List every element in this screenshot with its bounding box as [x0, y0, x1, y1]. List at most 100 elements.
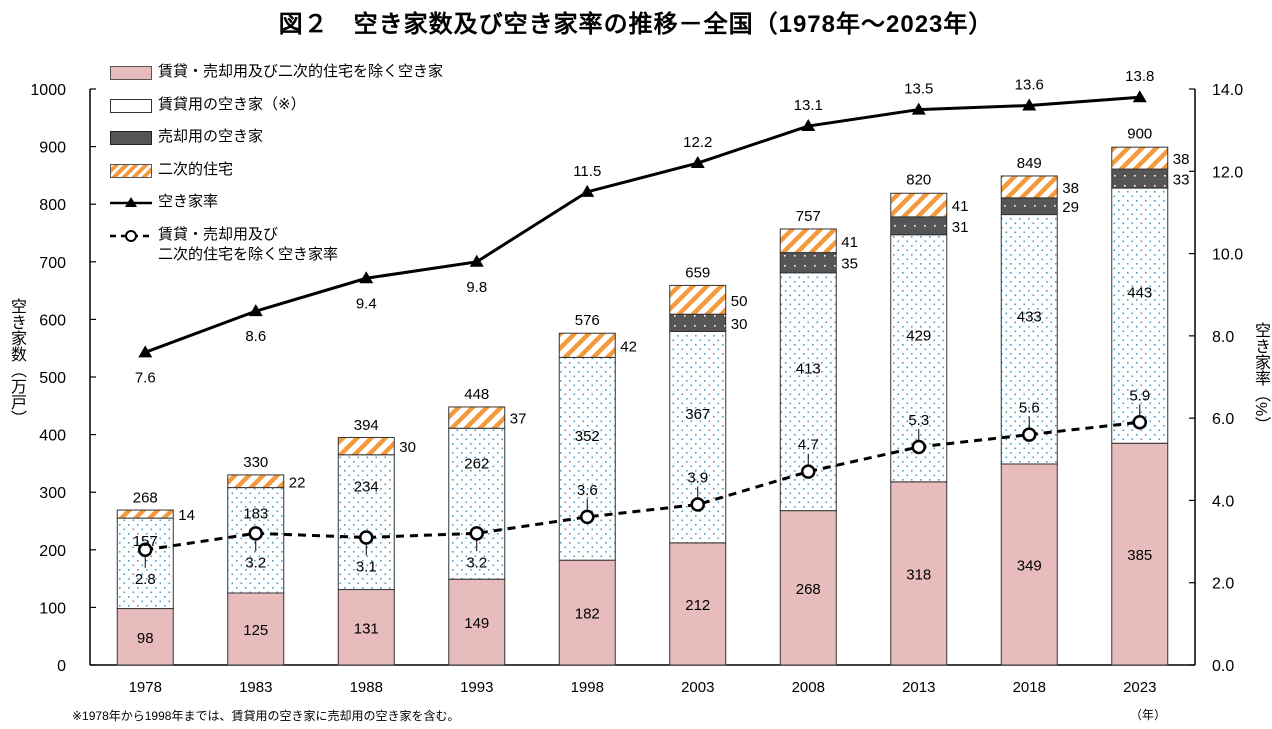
bar-label-rental: 183	[243, 506, 268, 523]
bar-label-secondary: 42	[620, 338, 637, 355]
x-tick-label: 1998	[571, 679, 604, 696]
y-left-tick-label: 200	[39, 543, 66, 560]
x-tick-label: 2013	[902, 679, 935, 696]
bar-rental	[337, 454, 395, 591]
y-left-tick-label: 300	[39, 485, 66, 502]
bar-label-for-sale: 29	[1062, 199, 1079, 216]
bar-secondary	[448, 406, 506, 429]
vacancy-rate-label: 13.1	[794, 97, 823, 114]
y-right-tick-label: 4.0	[1212, 493, 1234, 510]
y-right-tick-label: 0.0	[1212, 658, 1234, 675]
bar-label-secondary: 38	[1062, 180, 1079, 197]
triangle-marker	[359, 271, 374, 284]
bar-secondary	[669, 284, 727, 315]
bar-label-other-vacant: 318	[906, 566, 931, 583]
circle-marker	[1022, 427, 1037, 442]
bar-label-for-sale: 35	[841, 256, 858, 273]
circle-marker	[469, 526, 484, 541]
bar-label-secondary: 22	[289, 474, 306, 491]
legend-swatch-dotted	[110, 98, 152, 113]
bar-label-secondary: 41	[952, 198, 969, 215]
bar-label-secondary: 41	[841, 234, 858, 251]
vacancy-rate-label: 11.5	[573, 163, 601, 180]
y-right-tick-label: 12.0	[1212, 164, 1243, 181]
bar-secondary	[1111, 146, 1169, 170]
bar-rental	[448, 427, 506, 580]
legend-label: 二次的住宅	[158, 160, 234, 178]
legend-label: 賃貸用の空き家（※）	[158, 95, 306, 113]
bar-total-label: 900	[1127, 126, 1152, 143]
y-right-tick-label: 6.0	[1212, 411, 1234, 428]
bar-rental	[558, 356, 616, 561]
bar-label-rental: 429	[906, 327, 931, 344]
other-vacancy-rate-label: 3.9	[687, 470, 708, 487]
bar-other-vacant	[448, 578, 506, 666]
bar-label-secondary: 37	[510, 411, 527, 428]
legend-swatch-pink	[110, 66, 152, 80]
circle-marker	[1132, 415, 1147, 430]
triangle-marker	[690, 156, 705, 169]
footnote: ※1978年から1998年までは、賃貸用の空き家に売却用の空き家を含む。	[72, 709, 460, 723]
vacancy-rate-label: 9.8	[466, 279, 487, 296]
line-vacancy-rate	[144, 95, 1140, 354]
triangle-marker	[138, 345, 153, 358]
circle-marker	[248, 526, 263, 541]
legend-item-vacancy-rate: 空き家率	[110, 192, 443, 225]
bar-label-secondary: 50	[731, 293, 748, 310]
bar-label-other-vacant: 182	[575, 606, 600, 623]
y-left-tick-label: 400	[39, 428, 66, 445]
bar-total-label: 268	[133, 490, 158, 507]
legend-item-other-rate: 賃貸・売却用及び 二次的住宅を除く空き家率	[110, 225, 443, 263]
bar-for-sale	[779, 252, 837, 274]
bar-secondary	[558, 332, 616, 358]
bar-secondary	[337, 436, 395, 456]
bar-label-secondary: 14	[178, 507, 195, 524]
bar-label-rental: 367	[685, 406, 710, 423]
other-vacancy-rate-label: 3.6	[577, 482, 598, 499]
legend-triangle-line-icon	[110, 197, 152, 207]
vacancy-rate-label: 13.5	[904, 81, 933, 98]
bar-other-vacant	[227, 592, 285, 666]
x-tick-label: 1983	[239, 679, 272, 696]
y-axis-left-label: 空き家数（万戸）	[8, 298, 25, 426]
y-axis-right-label: 空き家率（%）	[1252, 322, 1269, 433]
bar-label-other-vacant: 212	[685, 597, 710, 614]
x-tick-label: 1993	[460, 679, 493, 696]
bar-secondary	[890, 192, 948, 218]
legend-label: 賃貸・売却用及び 二次的住宅を除く空き家率	[158, 225, 338, 265]
bar-label-other-vacant: 268	[796, 581, 821, 598]
y-left-tick-label: 500	[39, 370, 66, 387]
bar-label-other-vacant: 349	[1017, 557, 1042, 574]
other-vacancy-rate-label: 2.8	[135, 571, 156, 588]
bar-total-label: 330	[243, 454, 268, 471]
vacancy-rate-label: 8.6	[245, 328, 266, 345]
circle-marker	[359, 530, 374, 545]
bar-total-label: 820	[906, 172, 931, 189]
vacancy-rate-label: 12.2	[683, 134, 712, 151]
bar-for-sale	[1000, 197, 1058, 216]
bar-other-vacant	[337, 589, 395, 666]
legend-item-other-vacant: 賃貸・売却用及び二次的住宅を除く空き家	[110, 62, 443, 95]
bar-label-rental: 157	[133, 533, 158, 550]
bar-label-other-vacant: 385	[1127, 547, 1152, 564]
triangle-marker	[801, 119, 816, 132]
legend-item-rental: 賃貸用の空き家（※）	[110, 95, 443, 128]
y-right-tick-label: 2.0	[1212, 576, 1234, 593]
bar-total-label: 659	[685, 264, 710, 281]
triangle-marker	[1022, 98, 1037, 111]
y-left-tick-label: 700	[39, 255, 66, 272]
x-tick-label: 2023	[1123, 679, 1156, 696]
x-tick-label: 2003	[681, 679, 714, 696]
bar-label-other-vacant: 149	[464, 615, 489, 632]
x-tick-label: 2008	[792, 679, 825, 696]
vacancy-rate-label: 7.6	[135, 369, 156, 386]
y-left-tick-label: 100	[39, 600, 66, 617]
bar-for-sale	[890, 216, 948, 236]
triangle-marker	[911, 102, 926, 115]
triangle-marker	[580, 184, 595, 197]
y-left-tick-label: 0	[57, 658, 66, 675]
other-vacancy-rate-label: 3.1	[356, 558, 377, 575]
y-left-tick-label: 900	[39, 140, 66, 157]
legend-swatch-dark	[110, 131, 152, 145]
legend: 賃貸・売却用及び二次的住宅を除く空き家 賃貸用の空き家（※） 売却用の空き家 二…	[110, 62, 443, 263]
